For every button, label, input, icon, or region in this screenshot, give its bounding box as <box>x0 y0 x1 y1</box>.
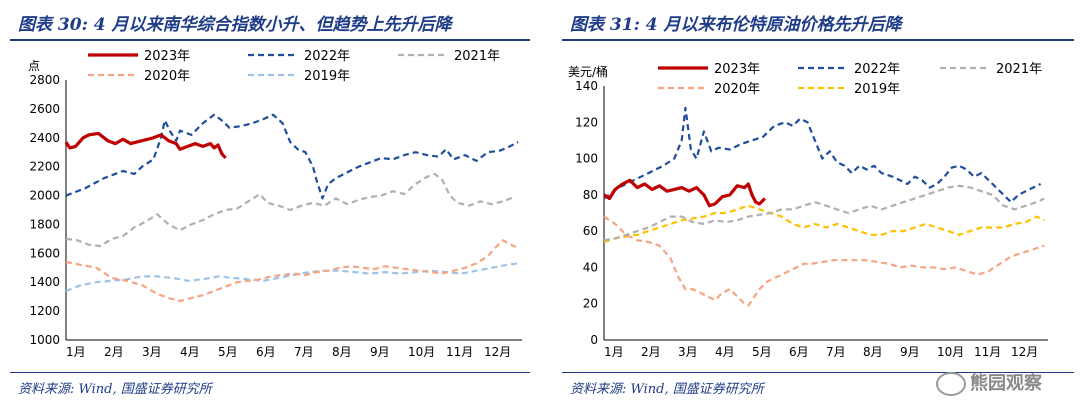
y-tick-label: 80 <box>583 188 598 202</box>
y-unit-label: 美元/桶 <box>568 64 608 79</box>
y-tick-label: 2200 <box>29 160 60 174</box>
y-tick-label: 1800 <box>29 217 60 231</box>
x-tick-label: 8月 <box>332 345 352 359</box>
x-tick-label: 10月 <box>937 345 964 359</box>
series-line-2023年 <box>603 178 767 208</box>
x-tick-label: 7月 <box>826 345 846 359</box>
legend-label: 2020年 <box>714 82 760 97</box>
y-tick-label: 100 <box>575 152 598 166</box>
chart-title: 图表 31: 4 月以来布伦特原油价格先升后降 <box>570 15 902 35</box>
legend-label: 2023年 <box>714 62 760 77</box>
y-tick-label: 2800 <box>29 73 60 87</box>
watermark-text: 熊园观察 <box>970 373 1042 394</box>
source-rule <box>562 372 1074 373</box>
chart-panel-south-china-index: 图表 30: 4 月以来南华综合指数小升、但趋势上先升后降 点 1000 1200 1… <box>0 0 536 418</box>
legend-label: 2021年 <box>454 49 500 64</box>
x-tick-label: 2月 <box>104 345 124 359</box>
x-tick-label: 5月 <box>218 345 238 359</box>
y-tick-label: 20 <box>583 297 598 311</box>
x-tick-label: 12月 <box>1011 345 1038 359</box>
x-tick-label: 4月 <box>180 345 200 359</box>
legend-label: 2019年 <box>304 69 350 84</box>
y-tick-label: 2400 <box>29 131 60 145</box>
chart-title: 图表 30: 4 月以来南华综合指数小升、但趋势上先升后降 <box>18 15 452 35</box>
line-chart-brent-oil: 美元/桶 0 20 40 60 80 100 120 140 1月 2月 3月 4月 5月 6月 7月 8月 9月… <box>568 62 1048 359</box>
series-line-2023年 <box>64 131 227 160</box>
x-tick-label: 1月 <box>66 345 86 359</box>
source-note: 资料来源: Wind, 国盛证券研究所 <box>18 382 212 397</box>
x-tick-label: 6月 <box>789 345 809 359</box>
y-tick-label: 140 <box>575 79 598 93</box>
x-tick-label: 9月 <box>900 345 920 359</box>
series-line-2021年 <box>65 172 515 248</box>
legend-label: 2022年 <box>304 49 350 64</box>
y-tick-label: 2000 <box>29 189 60 203</box>
x-tick-label: 4月 <box>715 345 735 359</box>
x-tick-label: 11月 <box>446 345 473 359</box>
watermark: 熊园观察 <box>936 369 1042 396</box>
series-line-2021年 <box>603 184 1045 242</box>
y-tick-label: 0 <box>590 333 598 347</box>
source-rule <box>10 372 530 373</box>
x-tick-label: 7月 <box>294 345 314 359</box>
x-tick-label: 2月 <box>641 345 661 359</box>
x-tick-label: 11月 <box>974 345 1001 359</box>
x-tick-label: 9月 <box>370 345 390 359</box>
x-tick-label: 5月 <box>752 345 772 359</box>
y-tick-label: 1600 <box>29 246 60 260</box>
legend-label: 2023年 <box>144 49 190 64</box>
x-tick-label: 1月 <box>604 345 624 359</box>
y-tick-label: 60 <box>583 224 598 238</box>
y-tick-label: 120 <box>575 115 598 129</box>
wechat-icon <box>936 372 966 396</box>
series-line-2020年 <box>603 215 1045 307</box>
legend-label: 2021年 <box>996 62 1042 77</box>
line-chart-south-china-index: 点 1000 1200 1400 1600 1800 2000 2200 2400 2600 280… <box>28 49 522 359</box>
y-tick-label: 40 <box>583 260 598 274</box>
y-tick-label: 1200 <box>29 304 60 318</box>
chart-panel-brent-oil: 图表 31: 4 月以来布伦特原油价格先升后降 美元/桶 0 20 40 60 80 100… <box>552 0 1080 418</box>
x-tick-label: 8月 <box>863 345 883 359</box>
x-tick-label: 12月 <box>484 345 511 359</box>
legend-label: 2020年 <box>144 69 190 84</box>
legend-label: 2019年 <box>854 82 900 97</box>
x-tick-label: 3月 <box>142 345 162 359</box>
series-line-2020年 <box>65 239 519 303</box>
y-tick-label: 2600 <box>29 102 60 116</box>
legend-label: 2022年 <box>854 62 900 77</box>
y-tick-label: 1400 <box>29 275 60 289</box>
x-tick-label: 6月 <box>256 345 276 359</box>
series-line-2022年 <box>65 113 519 200</box>
source-note: 资料来源: Wind, 国盛证券研究所 <box>570 382 764 397</box>
x-tick-label: 10月 <box>408 345 435 359</box>
y-unit-label: 点 <box>28 59 40 73</box>
series-line-2022年 <box>603 106 1042 204</box>
x-tick-label: 3月 <box>678 345 698 359</box>
y-tick-label: 1000 <box>29 333 60 347</box>
series-line-2019年 <box>65 262 519 292</box>
series-line-2019年 <box>603 204 1045 244</box>
title-rule <box>562 39 1074 41</box>
title-rule <box>10 39 530 41</box>
